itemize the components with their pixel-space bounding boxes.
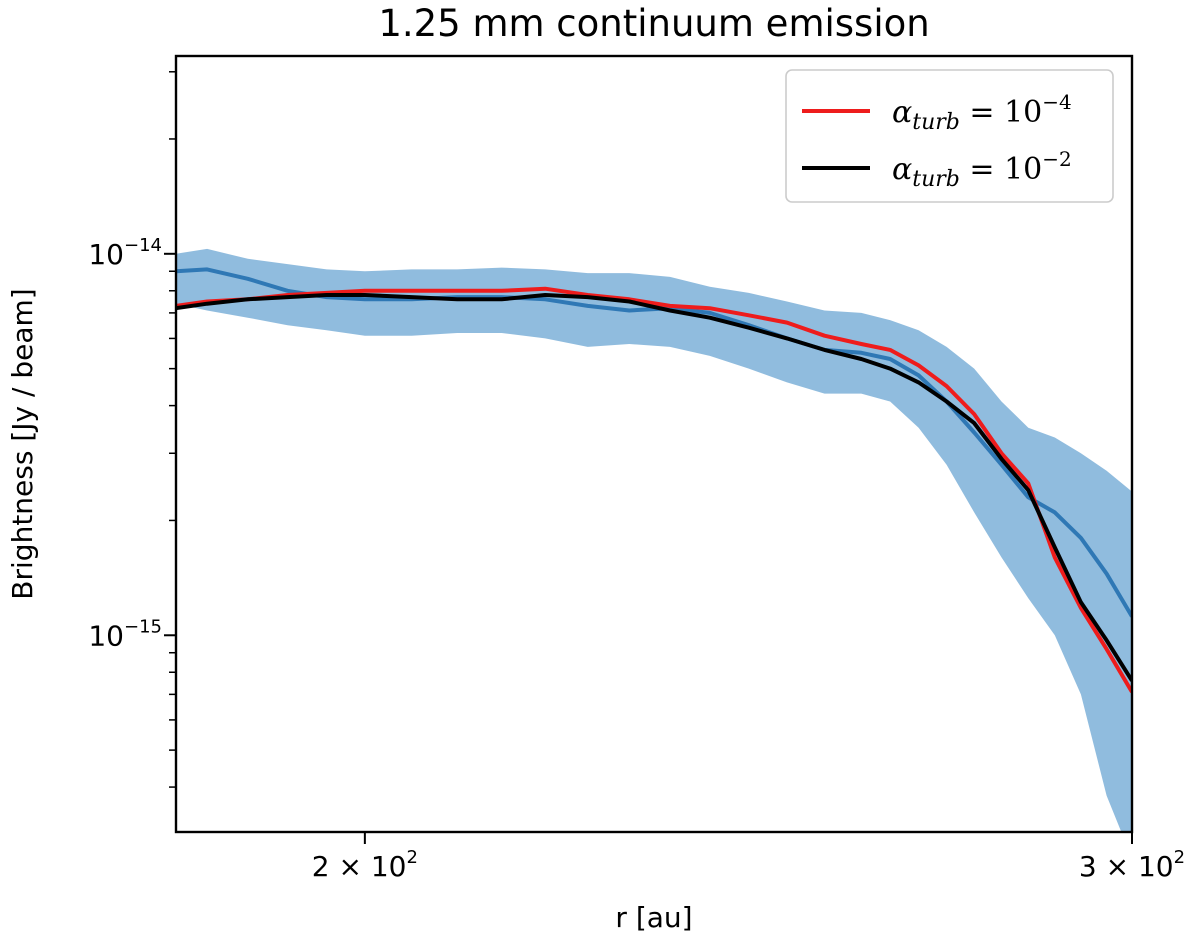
legend-equals: = 10 bbox=[960, 152, 1042, 187]
model-line-alpha-1e-4 bbox=[176, 286, 1132, 694]
axis-ticks: 2 × 102 3 × 102 10−14 10−15 bbox=[88, 71, 1185, 883]
legend-subscript: turb bbox=[912, 167, 960, 192]
y-axis-label: Brightness [Jy / beam] bbox=[6, 288, 39, 599]
legend-exponent: −2 bbox=[1042, 147, 1071, 171]
legend: αturb = 10−4 αturb = 10−2 bbox=[785, 69, 1114, 203]
legend-label-alpha-1e-4: αturb = 10−4 bbox=[892, 90, 1072, 135]
plot-area bbox=[176, 248, 1132, 832]
y-tick-label: 10−14 bbox=[88, 235, 162, 271]
uncertainty-band bbox=[176, 248, 1132, 832]
legend-greek: α bbox=[892, 152, 912, 187]
chart-title: 1.25 mm continuum emission bbox=[378, 2, 929, 45]
legend-subscript: turb bbox=[912, 110, 960, 135]
model-line-alpha-1e-2 bbox=[176, 293, 1132, 682]
x-tick-label: 2 × 102 bbox=[312, 847, 418, 883]
x-tick-label: 3 × 102 bbox=[1079, 847, 1185, 883]
legend-label-alpha-1e-2: αturb = 10−2 bbox=[892, 147, 1072, 192]
x-axis-label: r [au] bbox=[615, 901, 692, 934]
y-tick-label: 10−15 bbox=[88, 616, 162, 652]
axes-frame bbox=[174, 54, 1134, 834]
legend-greek: α bbox=[892, 95, 912, 130]
legend-equals: = 10 bbox=[960, 95, 1042, 130]
observation-line bbox=[176, 267, 1132, 618]
legend-exponent: −4 bbox=[1042, 90, 1071, 114]
